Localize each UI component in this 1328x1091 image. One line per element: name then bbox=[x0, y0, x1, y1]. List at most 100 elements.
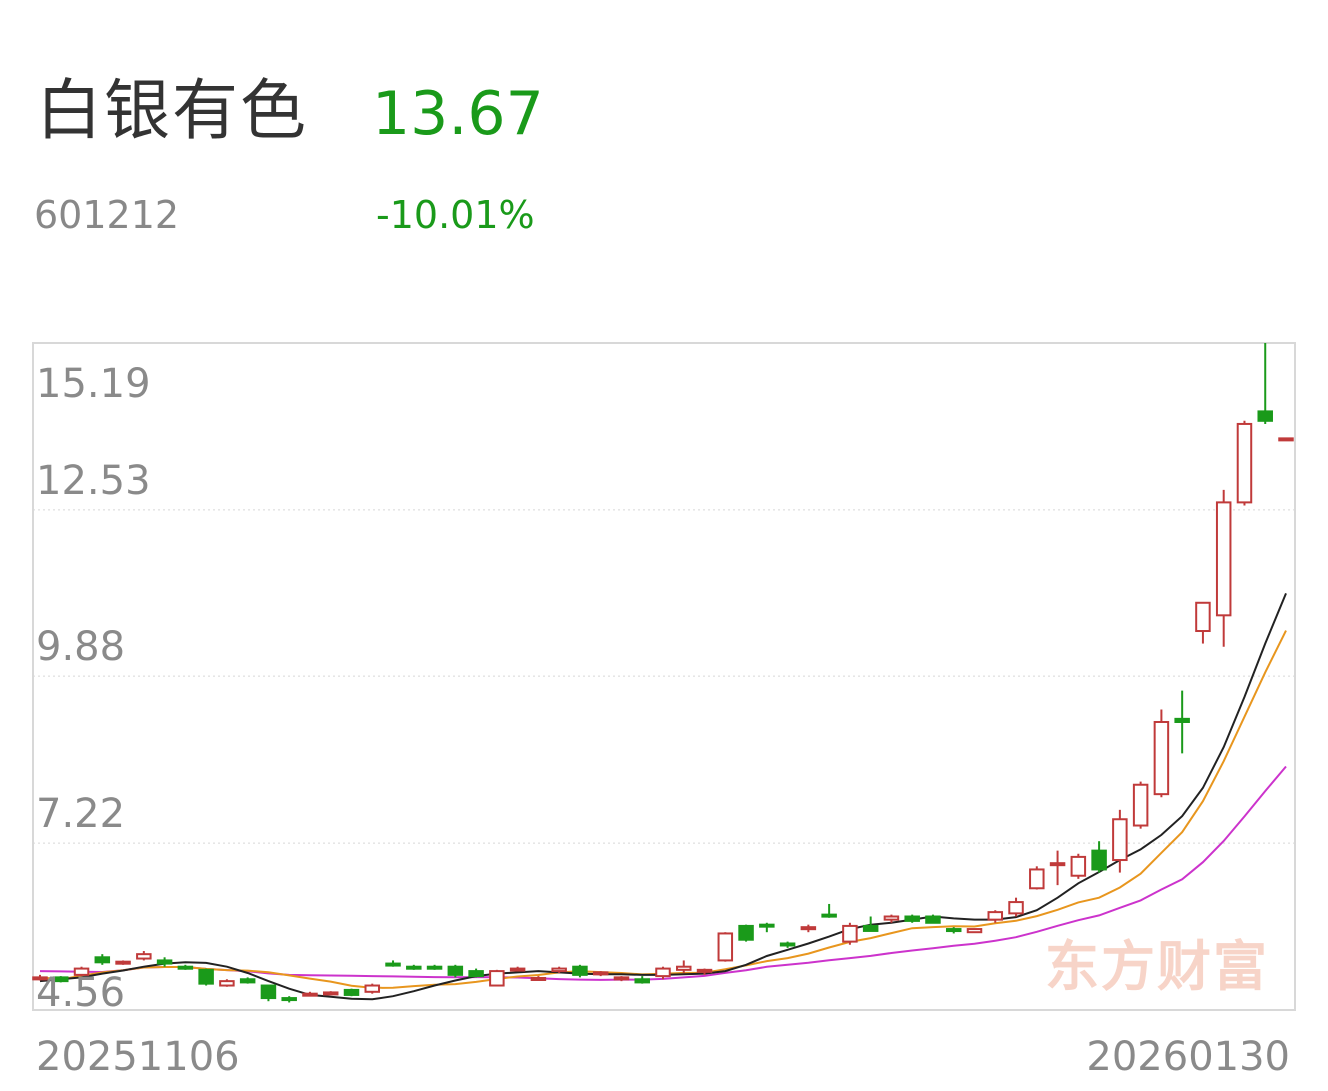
candle bbox=[1091, 841, 1107, 873]
candle-body bbox=[426, 965, 443, 970]
candle-body bbox=[1008, 901, 1024, 915]
candle bbox=[115, 960, 131, 965]
candle bbox=[613, 976, 630, 982]
y-tick-label: 9.88 bbox=[36, 624, 125, 670]
candle-body bbox=[904, 915, 920, 922]
candle bbox=[1049, 850, 1066, 886]
candle-body bbox=[945, 928, 962, 933]
candle bbox=[1132, 781, 1149, 829]
candle-body bbox=[759, 923, 775, 928]
candle bbox=[572, 964, 588, 978]
candle-body bbox=[198, 968, 214, 985]
candle-body bbox=[1112, 818, 1128, 862]
stock-price: 13.67 bbox=[372, 79, 544, 149]
candle bbox=[1195, 601, 1211, 644]
candle-body bbox=[1132, 783, 1149, 827]
candle bbox=[862, 916, 879, 932]
candle-body bbox=[717, 932, 734, 962]
candle-body bbox=[468, 970, 484, 978]
x-tick-start: 20251106 bbox=[36, 1034, 240, 1080]
y-tick-label: 15.19 bbox=[36, 361, 151, 407]
candle bbox=[676, 960, 692, 973]
candle bbox=[987, 910, 1004, 923]
stock-name: 白银有色 bbox=[36, 72, 308, 149]
candle-body bbox=[592, 971, 609, 976]
candle-body bbox=[447, 965, 464, 976]
candle-body bbox=[1029, 868, 1045, 890]
candle-body bbox=[842, 924, 858, 943]
candle bbox=[177, 964, 194, 970]
candle bbox=[551, 966, 567, 973]
candle-body bbox=[883, 915, 900, 921]
candle-body bbox=[987, 911, 1004, 921]
candle-body bbox=[115, 960, 131, 965]
candle bbox=[509, 966, 526, 972]
candle-body bbox=[177, 965, 194, 970]
candle-body bbox=[1153, 720, 1170, 796]
candle-body bbox=[364, 984, 381, 993]
candle-body bbox=[302, 992, 318, 997]
candle bbox=[1174, 690, 1190, 754]
candle bbox=[260, 984, 277, 1002]
candle bbox=[53, 976, 69, 983]
candle-body bbox=[925, 915, 941, 924]
candle-body bbox=[821, 913, 837, 918]
candle-body bbox=[73, 967, 90, 976]
candle bbox=[904, 914, 920, 923]
candle-body bbox=[966, 928, 983, 934]
candle-body bbox=[738, 924, 754, 941]
candle-body bbox=[800, 926, 817, 931]
candle-body bbox=[613, 976, 630, 981]
candle-body bbox=[634, 978, 650, 984]
candle-body bbox=[1278, 437, 1294, 442]
candle-body bbox=[509, 967, 526, 972]
candle bbox=[364, 983, 381, 994]
candle-body bbox=[1070, 855, 1087, 877]
candle bbox=[1029, 866, 1045, 890]
candle bbox=[136, 951, 152, 961]
candle-body bbox=[260, 984, 277, 1000]
candle bbox=[634, 976, 650, 984]
candle bbox=[198, 968, 214, 986]
candle-body bbox=[551, 967, 567, 973]
candle bbox=[239, 977, 256, 984]
candle bbox=[925, 914, 941, 924]
candle-body bbox=[1257, 410, 1273, 422]
candle-body bbox=[1215, 501, 1232, 617]
candle-body bbox=[385, 962, 401, 967]
candle bbox=[738, 924, 754, 942]
candle bbox=[655, 966, 671, 980]
candle-body bbox=[1236, 422, 1253, 504]
stock-code: 601212 bbox=[34, 193, 180, 237]
candles bbox=[32, 343, 1294, 1003]
candle-body bbox=[156, 959, 173, 965]
candle bbox=[468, 968, 484, 978]
candle-body bbox=[862, 924, 879, 932]
candle bbox=[592, 971, 609, 977]
candle bbox=[1236, 420, 1253, 506]
candle bbox=[717, 932, 734, 962]
candle-body bbox=[94, 956, 111, 964]
candle bbox=[800, 924, 817, 933]
candle-body bbox=[1195, 601, 1211, 633]
candle-body bbox=[322, 991, 339, 996]
candle bbox=[883, 914, 900, 923]
candle bbox=[821, 903, 837, 918]
candle bbox=[1215, 489, 1232, 647]
x-tick-end: 20260130 bbox=[1086, 1034, 1290, 1080]
grid-lines bbox=[33, 509, 1295, 844]
candle bbox=[759, 922, 775, 933]
candle-body bbox=[1174, 717, 1190, 723]
candle-body bbox=[406, 965, 422, 970]
watermark-logo: 东方财富 bbox=[1045, 935, 1269, 998]
change-percent: -10.01% bbox=[376, 193, 535, 237]
candle bbox=[447, 964, 464, 978]
candle bbox=[1278, 437, 1294, 442]
candle bbox=[1070, 853, 1087, 879]
candle bbox=[219, 979, 235, 987]
candle bbox=[156, 957, 173, 967]
candle bbox=[842, 922, 858, 945]
candle-body bbox=[489, 970, 505, 987]
candle-body bbox=[219, 980, 235, 987]
